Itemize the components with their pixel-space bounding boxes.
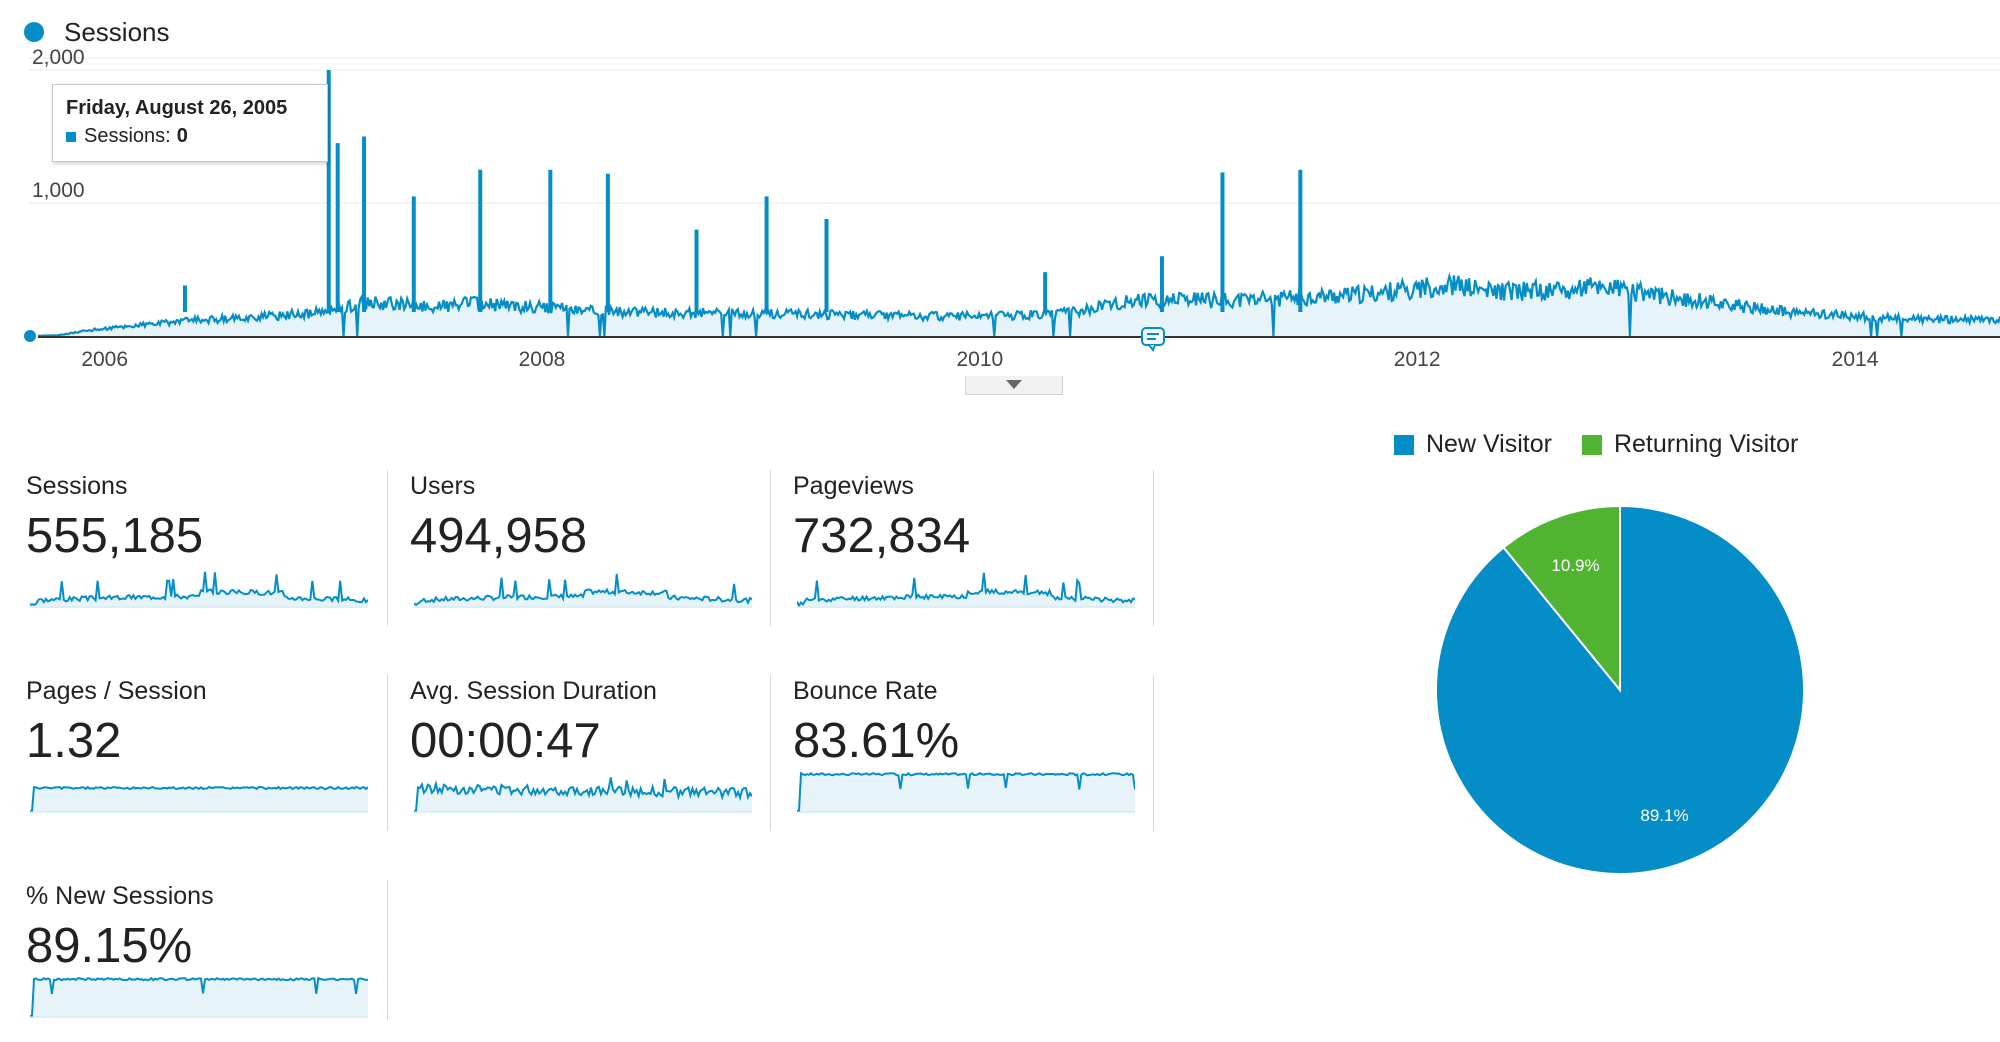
metric-value: 732,834 (793, 509, 971, 563)
metric-label: Users (410, 472, 476, 500)
legend-label: Sessions (64, 16, 170, 47)
metric-value: 00:00:47 (410, 714, 601, 768)
metric-label: Pageviews (793, 472, 914, 500)
metric-value: 494,958 (410, 509, 588, 563)
metric-value: 83.61% (793, 714, 960, 768)
tile-divider (387, 675, 388, 831)
metric-value: 89.15% (26, 919, 193, 973)
legend-new-visitor-label: New Visitor (1426, 430, 1552, 458)
sparkline-line (414, 777, 752, 812)
x-tick-label: 2014 (1832, 348, 1879, 371)
sessions-area (28, 275, 2000, 336)
chevron-down-icon (1006, 380, 1022, 389)
metric-sparkline (797, 771, 1135, 813)
metric-sparkline (30, 571, 368, 608)
pie-slice-returning-visitor[interactable] (1502, 504, 1621, 693)
sparkline-area (414, 574, 752, 608)
x-tick-label: 2012 (1394, 348, 1441, 371)
sparkline-line (797, 572, 1135, 608)
legend-item-new-visitor[interactable]: New Visitor (1394, 430, 1552, 459)
metric-tile[interactable]: Pages / Session 1.32 (26, 677, 382, 837)
tile-divider (387, 470, 388, 626)
metric-label: Pages / Session (26, 677, 207, 705)
tooltip-metric-label: Sessions: (84, 125, 171, 147)
metric-tile[interactable]: Sessions 555,185 (26, 472, 382, 632)
metric-label: % New Sessions (26, 882, 214, 910)
metric-label: Avg. Session Duration (410, 677, 657, 705)
pie-label-new-visitor: 89.1% (1640, 806, 1688, 825)
metric-value: 555,185 (26, 509, 204, 563)
sessions-line (28, 272, 2000, 338)
series-dot-icon (24, 22, 44, 42)
metric-sparkline (414, 777, 752, 813)
tooltip-date: Friday, August 26, 2005 (66, 97, 288, 119)
sparkline-line (797, 771, 1135, 812)
metric-sparkline (30, 785, 368, 813)
x-tick-label: 2008 (519, 348, 566, 371)
legend-item-returning-visitor[interactable]: Returning Visitor (1581, 430, 1799, 459)
metric-sparkline (414, 573, 752, 608)
tile-divider (387, 880, 388, 1020)
legend-returning-visitor-label: Returning Visitor (1613, 430, 1799, 458)
chart-legend[interactable]: Sessions (24, 14, 170, 50)
new-visitor-swatch (1394, 434, 1414, 455)
tile-divider (1153, 675, 1154, 831)
sparkline-area (30, 787, 368, 813)
sparkline-line (30, 976, 368, 1017)
sparkline-area (797, 773, 1135, 813)
metric-tile[interactable]: Users 494,958 (410, 472, 766, 632)
collapse-chart-button[interactable] (965, 376, 1063, 395)
metric-sparkline (797, 572, 1135, 608)
tile-divider (770, 675, 771, 831)
metric-sparkline (30, 976, 368, 1018)
sparkline-area (30, 571, 368, 608)
sessions-over-time-chart[interactable]: 2,000 1,000 2006 2008 2010 2012 2014 (0, 0, 2000, 390)
sparkline-area (414, 777, 752, 813)
returning-visitor-swatch (1581, 434, 1602, 455)
tooltip-row: Sessions: 0 (66, 125, 188, 148)
visitor-type-pie-chart[interactable]: 89.1% 10.9% (1420, 490, 1820, 890)
x-tick-label: 2006 (81, 348, 128, 371)
series-square-icon (66, 131, 76, 142)
pie-legend: New Visitor Returning Visitor (1394, 430, 1828, 459)
metric-tile[interactable]: Pageviews 732,834 (793, 472, 1149, 632)
x-tick-label: 2010 (956, 348, 1003, 371)
sparkline-line (30, 571, 368, 606)
metric-label: Bounce Rate (793, 677, 938, 705)
pie-label-returning-visitor: 10.9% (1551, 556, 1599, 575)
metric-tile[interactable]: Bounce Rate 83.61% (793, 677, 1149, 837)
sparkline-line (30, 785, 368, 812)
tile-divider (770, 470, 771, 626)
chart-tooltip: Friday, August 26, 2005 Sessions: 0 (52, 84, 328, 162)
hover-point[interactable] (22, 328, 38, 344)
tile-divider (1153, 470, 1154, 626)
metric-label: Sessions (26, 472, 128, 500)
tooltip-metric-value: 0 (176, 125, 188, 147)
sparkline-area (30, 978, 368, 1018)
sparkline-line (414, 573, 752, 607)
y-tick-label: 1,000 (32, 179, 85, 202)
annotation-icon[interactable] (1140, 326, 1166, 352)
metric-tile[interactable]: Avg. Session Duration 00:00:47 (410, 677, 766, 837)
metric-tile[interactable]: % New Sessions 89.15% (26, 882, 382, 1042)
y-tick-label: 2,000 (32, 46, 85, 69)
metric-value: 1.32 (26, 714, 122, 768)
sparkline-area (797, 572, 1135, 608)
